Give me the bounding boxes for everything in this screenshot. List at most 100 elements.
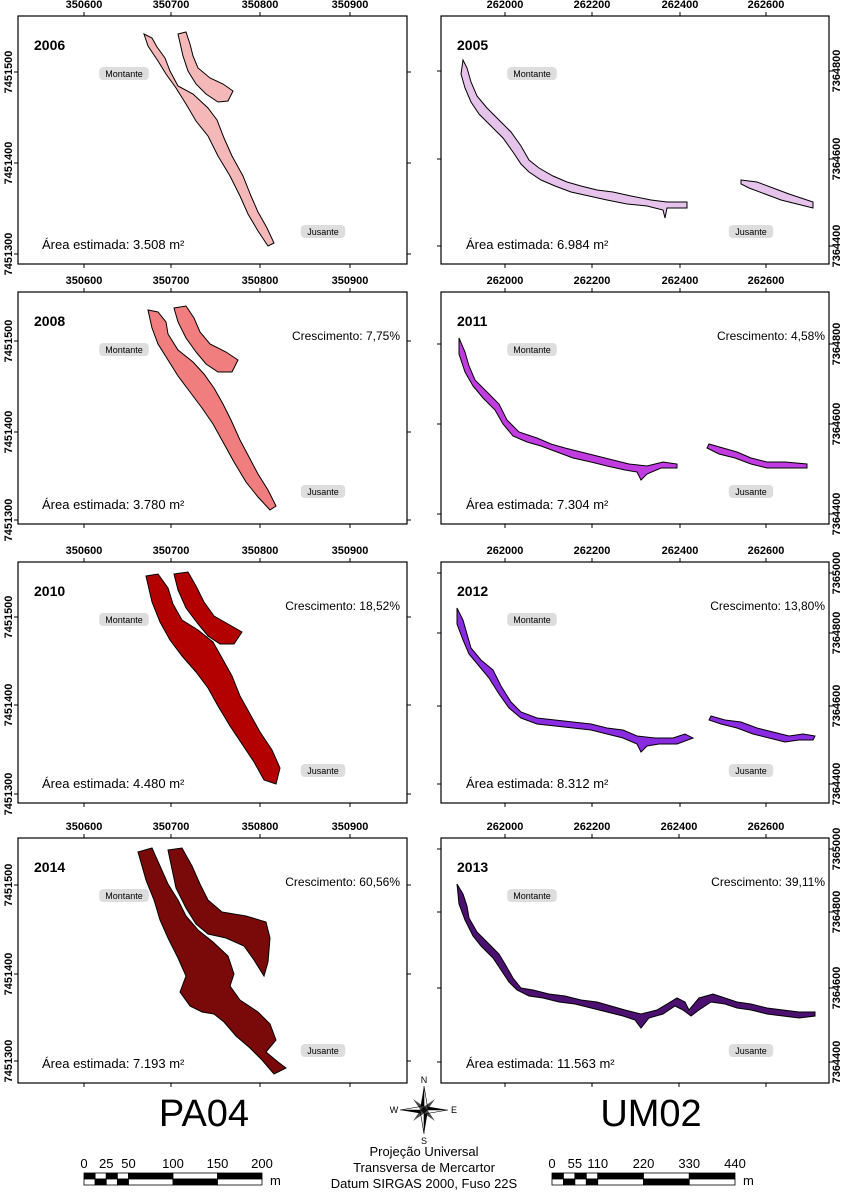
jusante-label-bg [728,485,774,498]
x-tick-label: 262000 [487,821,524,833]
compass-rose-icon [399,1085,449,1135]
pa04-gully-polygon [147,309,277,511]
y-tick-label: 7451300 [3,1040,15,1083]
growth-label: Crescimento: 60,56% [285,875,400,889]
x-tick-label: 262600 [748,821,785,833]
montante-label-bg [507,613,557,626]
x-tick-label: 262200 [574,0,611,11]
montante-label: Montante [513,891,551,901]
y-tick-label: 7364400 [831,1041,843,1084]
pa04-gully-polygon [177,31,234,103]
area-label: Área estimada: 7.193 m² [42,1056,185,1071]
scale-unit: m [743,1173,754,1188]
y-tick-label: 7451500 [3,596,15,639]
pa04-gully-polygon [167,847,271,978]
y-tick-label: 7451400 [3,684,15,727]
site-title-pa04: PA04 [159,1093,249,1135]
um02-gully-polygon [456,607,695,753]
x-tick-label: 262400 [661,821,698,833]
area-label: Área estimada: 3.780 m² [42,497,185,512]
jusante-label-bg [728,225,774,238]
um02-gully-polygon [460,58,688,219]
year-label: 2014 [34,859,65,875]
montante-label-bg [507,889,557,902]
x-tick-label: 350800 [242,545,279,557]
scale-bar-pa04 [83,1172,263,1186]
year-label: 2011 [457,313,488,329]
pa04-gully-polygon [173,305,239,373]
jusante-label: Jusante [735,1046,767,1056]
montante-label-bg [99,889,149,902]
um02-gully-polygon [740,179,814,209]
jusante-label-bg [300,1044,346,1057]
x-tick-label: 262400 [662,275,699,287]
montante-label: Montante [513,615,551,625]
jusante-label: Jusante [307,487,339,497]
area-label: Área estimada: 4.480 m² [42,776,185,791]
growth-label: Crescimento: 39,11% [711,875,825,889]
scale-tick-label: 55 [568,1156,582,1171]
pa04-gully-polygon [145,573,281,785]
y-tick-label: 7451400 [3,142,15,185]
x-tick-label: 350900 [332,545,369,557]
jusante-label: Jusante [307,227,339,237]
scale-tick-label: 220 [633,1156,655,1171]
area-label: Área estimada: 3.508 m² [42,237,185,252]
area-label: Área estimada: 11.563 m² [466,1056,615,1071]
x-tick-label: 350800 [242,275,279,287]
scale-tick-label: 100 [162,1156,184,1171]
scale-tick-label: 0 [80,1156,87,1171]
montante-label-bg [99,343,149,356]
jusante-label-bg [300,225,346,238]
jusante-label: Jusante [735,766,767,776]
scale-bar-um02 [551,1172,736,1186]
x-tick-label: 350600 [66,545,103,557]
growth-label: Crescimento: 7,75% [292,329,400,343]
montante-label-bg [507,343,557,356]
pa04-gully-polygon [143,33,275,247]
y-tick-label: 7364600 [831,967,843,1010]
y-tick-label: 7451300 [3,773,15,816]
y-tick-label: 7364800 [831,891,843,934]
year-label: 2013 [457,859,488,875]
jusante-label-bg [300,485,346,498]
y-tick-label: 7451300 [3,499,15,542]
scale-tick-label: 150 [207,1156,229,1171]
scale-tick-label: 25 [99,1156,113,1171]
um02-gully-polygon [456,883,816,1029]
montante-label: Montante [105,345,143,355]
site-title-um02: UM02 [600,1093,701,1135]
x-tick-label: 350900 [332,0,369,11]
panel-um02-2012 [440,561,830,804]
north-letter: N [421,1075,428,1085]
panel-um02-2013 [440,837,830,1084]
x-tick-label: 350700 [153,821,190,833]
montante-label-bg [99,613,149,626]
area-label: Área estimada: 7.304 m² [466,497,609,512]
um02-gully-polygon [708,715,816,743]
x-tick-label: 262000 [487,275,524,287]
x-tick-label: 350800 [242,821,279,833]
y-tick-label: 7451400 [3,411,15,454]
growth-label: Crescimento: 18,52% [285,599,400,613]
jusante-label: Jusante [307,766,339,776]
x-tick-label: 262600 [748,545,785,557]
x-tick-label: 350700 [153,275,190,287]
year-label: 2012 [457,583,488,599]
scale-tick-label: 330 [678,1156,700,1171]
y-tick-label: 7364600 [831,403,843,446]
montante-label-bg [507,67,557,80]
x-tick-label: 262200 [574,275,611,287]
x-tick-label: 262200 [574,545,611,557]
y-tick-label: 7451500 [3,51,15,94]
jusante-label-bg [728,1044,774,1057]
x-tick-label: 262400 [662,0,699,11]
montante-label: Montante [105,891,143,901]
y-tick-label: 7364800 [831,323,843,366]
y-tick-label: 7451500 [3,864,15,907]
y-tick-label: 7364400 [831,493,843,536]
um02-gully-polygon [706,443,808,469]
area-label: Área estimada: 6.984 m² [466,237,609,252]
y-tick-label: 7451500 [3,320,15,363]
